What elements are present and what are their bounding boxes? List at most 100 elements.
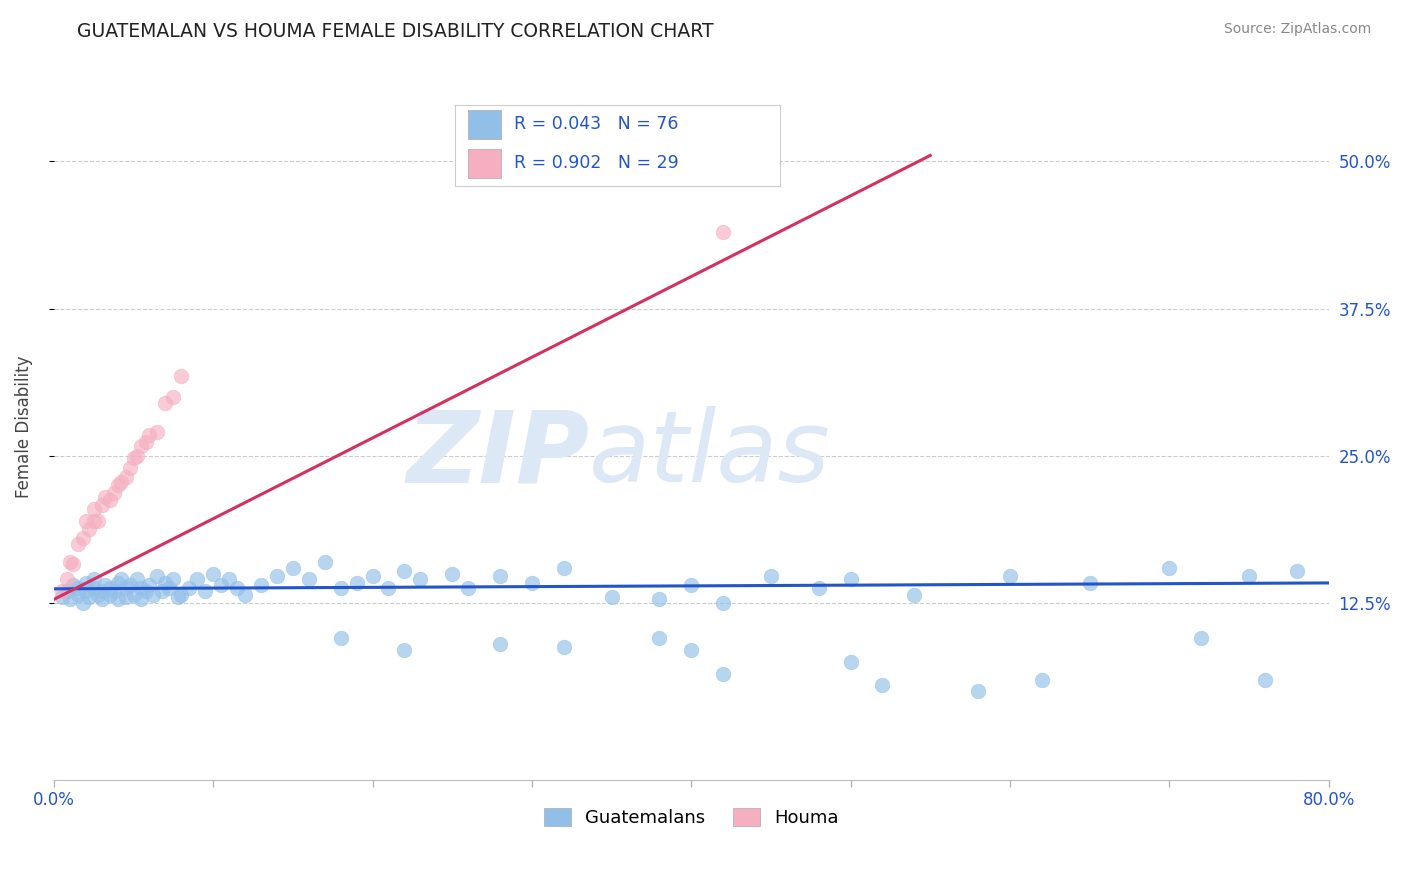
Houma (98, 493, 121, 508)
Guatemalans (167, 590, 190, 604)
Guatemalans (226, 581, 249, 595)
Guatemalans (77, 590, 100, 604)
Guatemalans (298, 573, 321, 587)
Guatemalans (131, 581, 153, 595)
Guatemalans (266, 569, 288, 583)
Text: ZIP: ZIP (406, 406, 589, 503)
Houma (155, 396, 177, 410)
Guatemalans (233, 588, 256, 602)
Guatemalans (103, 584, 125, 599)
Guatemalans (329, 581, 352, 595)
Guatemalans (194, 584, 217, 599)
Guatemalans (209, 578, 232, 592)
Houma (146, 425, 169, 440)
Guatemalans (90, 592, 112, 607)
Guatemalans (107, 576, 129, 591)
Guatemalans (146, 569, 169, 583)
Guatemalans (872, 678, 894, 692)
Houma (83, 514, 105, 528)
Guatemalans (998, 569, 1021, 583)
Guatemalans (98, 588, 121, 602)
Guatemalans (218, 573, 240, 587)
Guatemalans (681, 643, 703, 657)
Guatemalans (59, 592, 82, 607)
Guatemalans (83, 573, 105, 587)
Guatemalans (967, 684, 990, 698)
Guatemalans (839, 655, 862, 669)
Guatemalans (110, 573, 132, 587)
Guatemalans (377, 581, 399, 595)
Guatemalans (125, 573, 148, 587)
Houma (107, 478, 129, 492)
Guatemalans (648, 632, 671, 646)
Guatemalans (135, 584, 157, 599)
Guatemalans (62, 578, 84, 592)
Guatemalans (66, 581, 89, 595)
Houma (120, 460, 142, 475)
Guatemalans (66, 588, 89, 602)
Guatemalans (394, 643, 416, 657)
Guatemalans (114, 590, 136, 604)
Houma (110, 475, 132, 489)
Guatemalans (553, 560, 575, 574)
Guatemalans (107, 592, 129, 607)
Guatemalans (409, 573, 432, 587)
Guatemalans (75, 584, 97, 599)
Guatemalans (250, 578, 273, 592)
Guatemalans (839, 573, 862, 587)
Guatemalans (120, 578, 142, 592)
Houma (72, 531, 94, 545)
Guatemalans (759, 569, 782, 583)
Guatemalans (1159, 560, 1181, 574)
Guatemalans (361, 569, 384, 583)
Legend: Guatemalans, Houma: Guatemalans, Houma (537, 800, 846, 834)
Guatemalans (1078, 576, 1101, 591)
Guatemalans (83, 581, 105, 595)
Guatemalans (711, 596, 734, 610)
Houma (114, 470, 136, 484)
Guatemalans (648, 592, 671, 607)
Houma (51, 584, 73, 599)
Guatemalans (489, 637, 512, 651)
Guatemalans (281, 560, 304, 574)
Guatemalans (170, 588, 193, 602)
Guatemalans (90, 584, 112, 599)
Text: GUATEMALAN VS HOUMA FEMALE DISABILITY CORRELATION CHART: GUATEMALAN VS HOUMA FEMALE DISABILITY CO… (77, 22, 714, 41)
Guatemalans (142, 588, 165, 602)
Houma (103, 486, 125, 500)
Houma (83, 501, 105, 516)
Guatemalans (122, 588, 145, 602)
Houma (55, 573, 77, 587)
Guatemalans (553, 640, 575, 654)
Houma (138, 427, 160, 442)
Guatemalans (1254, 673, 1277, 687)
Guatemalans (329, 632, 352, 646)
Houma (94, 490, 117, 504)
Houma (131, 439, 153, 453)
Guatemalans (346, 576, 368, 591)
Guatemalans (162, 573, 184, 587)
Houma (125, 449, 148, 463)
Guatemalans (1189, 632, 1212, 646)
Guatemalans (157, 581, 180, 595)
Houma (66, 537, 89, 551)
Houma (87, 514, 110, 528)
Guatemalans (55, 584, 77, 599)
Houma (62, 557, 84, 571)
Guatemalans (600, 590, 623, 604)
Houma (75, 514, 97, 528)
Houma (711, 225, 734, 239)
Guatemalans (394, 564, 416, 578)
Guatemalans (202, 566, 225, 581)
Guatemalans (51, 590, 73, 604)
Guatemalans (72, 596, 94, 610)
Guatemalans (150, 584, 173, 599)
Houma (77, 522, 100, 536)
Houma (59, 555, 82, 569)
Guatemalans (681, 578, 703, 592)
Guatemalans (186, 573, 208, 587)
Guatemalans (1285, 564, 1308, 578)
Guatemalans (807, 581, 830, 595)
Guatemalans (314, 555, 336, 569)
Guatemalans (114, 581, 136, 595)
